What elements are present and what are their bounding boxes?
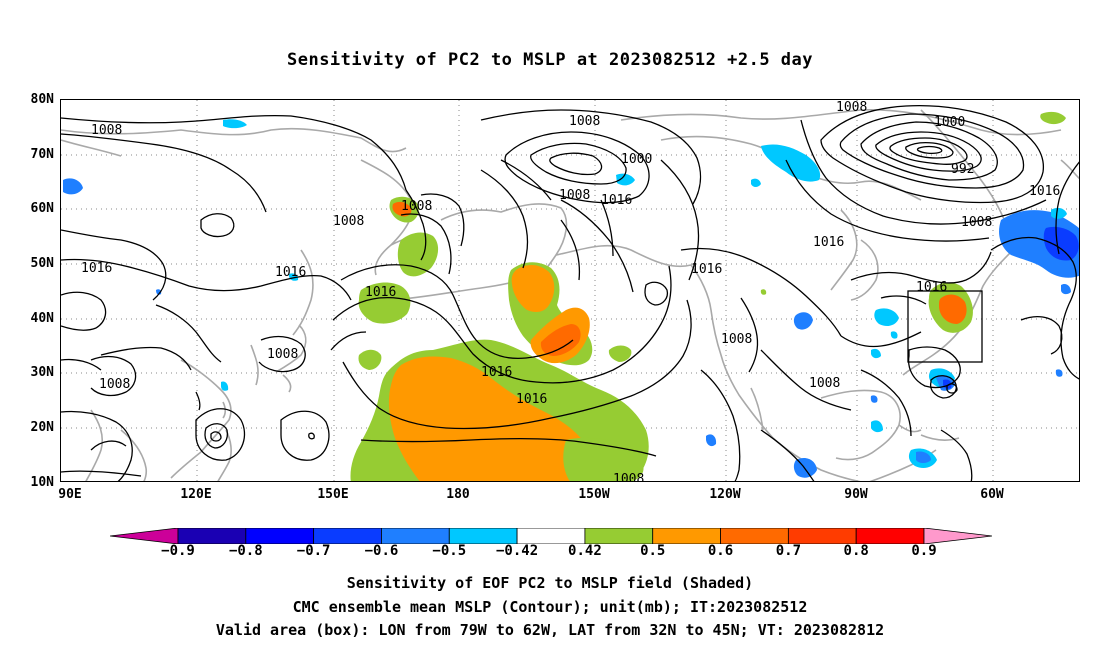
lat-label-10n: 10N — [30, 475, 54, 490]
lon-label-120w: 120W — [709, 487, 741, 502]
lon-label-150w: 150W — [578, 487, 610, 502]
contour-label: 1008 — [333, 214, 364, 229]
footer-line-2: CMC ensemble mean MSLP (Contour); unit(m… — [292, 598, 808, 616]
colorbar-tick-label: 0.6 — [707, 543, 734, 559]
lon-label-90w: 90W — [844, 487, 868, 502]
contour-label: 1016 — [813, 235, 844, 250]
contour-label: 1008 — [613, 472, 644, 482]
lon-label-60w: 60W — [980, 487, 1004, 502]
valid-area-box — [907, 290, 983, 363]
lat-label-70n: 70N — [30, 147, 54, 162]
contour-label: 1016 — [365, 285, 396, 300]
colorbar-cell — [516, 528, 586, 544]
colorbar-tick-label: −0.6 — [364, 543, 399, 559]
lat-label-60n: 60N — [30, 201, 54, 216]
colorbar-tick-label: −0.5 — [432, 543, 467, 559]
contour-label: 1008 — [721, 332, 752, 347]
colorbar-tick-label: −0.8 — [228, 543, 263, 559]
colorbar-tick-label: 0.8 — [843, 543, 869, 559]
contour-label: 1008 — [267, 347, 298, 362]
colorbar — [110, 528, 992, 544]
contour-label: 1016 — [691, 262, 722, 277]
colorbar-cell — [855, 528, 925, 544]
contour-label: 1000 — [621, 152, 652, 167]
lon-label-90e: 90E — [58, 487, 82, 502]
contour-label: 992 — [951, 162, 974, 177]
contour-label: 1008 — [836, 100, 867, 115]
colorbar-cell — [787, 528, 857, 544]
contour-label: 1016 — [1029, 184, 1060, 199]
contour-label: 1000 — [934, 115, 965, 130]
footer-line-3: Valid area (box): LON from 79W to 62W, L… — [215, 621, 885, 639]
colorbar-arrow-high — [923, 528, 992, 544]
contour-label: 1008 — [91, 123, 122, 138]
contour-label-layer: 1008 1008 1000 1008 1016 1000 992 1008 1… — [81, 100, 1060, 482]
colorbar-cell — [448, 528, 518, 544]
lat-label-30n: 30N — [30, 365, 54, 380]
negative-sensitivity-shading — [63, 119, 1079, 478]
plot-title: Sensitivity of PC2 to MSLP at 2023082512… — [286, 50, 813, 70]
contour-label: 1016 — [481, 365, 512, 380]
mslp-contours — [61, 105, 1079, 481]
contour-label: 1016 — [81, 261, 112, 276]
lat-label-20n: 20N — [30, 420, 54, 435]
colorbar-cell — [177, 528, 247, 544]
colorbar-cell — [652, 528, 721, 544]
colorbar-cell — [313, 528, 382, 544]
lat-label-50n: 50N — [30, 256, 54, 271]
colorbar-tick-label: 0.9 — [911, 543, 937, 559]
colorbar-tick-label: 0.42 — [568, 543, 602, 559]
colorbar-cell — [245, 528, 315, 544]
contour-label: 1008 — [961, 215, 992, 230]
colorbar-tick-label: −0.7 — [296, 543, 331, 559]
colorbar-cell — [381, 528, 450, 544]
contour-label: 1008 — [809, 376, 840, 391]
colorbar-arrow-low — [110, 528, 179, 544]
contour-label: 1008 — [569, 114, 600, 129]
colorbar-cell — [584, 528, 654, 544]
sensitivity-map: 1008 1008 1000 1008 1016 1000 992 1008 1… — [60, 99, 1080, 482]
colorbar-tick-label: −0.9 — [161, 543, 195, 559]
contour-label: 1016 — [275, 265, 306, 280]
contour-label: 1016 — [516, 392, 547, 407]
contour-label: 1016 — [601, 193, 632, 208]
lon-label-120e: 120E — [180, 487, 212, 502]
colorbar-tick-label: 0.5 — [640, 543, 666, 559]
contour-label: 1008 — [401, 199, 432, 214]
lon-label-180: 180 — [446, 487, 470, 502]
lat-label-40n: 40N — [30, 311, 54, 326]
colorbar-tick-label: 0.7 — [775, 543, 802, 559]
contour-label: 1016 — [916, 280, 947, 295]
lon-label-150e: 150E — [317, 487, 349, 502]
contour-label: 1008 — [99, 377, 130, 392]
colorbar-tick-label: −0.42 — [496, 543, 539, 559]
lat-label-80n: 80N — [30, 92, 54, 107]
footer-line-1: Sensitivity of EOF PC2 to MSLP field (Sh… — [346, 574, 754, 592]
colorbar-cell — [720, 528, 789, 544]
contour-label: 1008 — [559, 188, 590, 203]
positive-sensitivity-shading — [350, 111, 1066, 481]
